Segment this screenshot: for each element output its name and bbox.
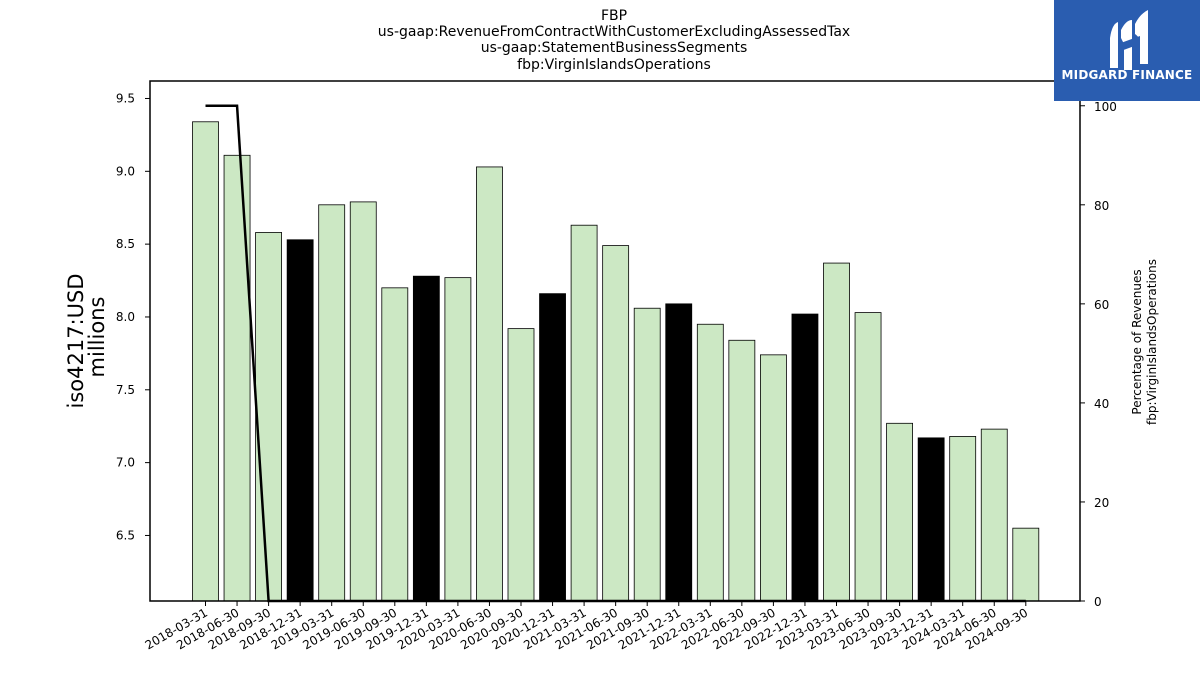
bar [823,262,850,602]
y-axis-label-right: fbp:VirginIslandsOperations [1145,259,1159,425]
logo-mark-icon [1110,10,1148,70]
bar [570,224,598,602]
chart-title: FBP us-gaap:RevenueFromContractWithCusto… [378,8,850,73]
bar [507,328,535,602]
bar [381,287,409,602]
x-axis: 2018-03-312018-06-302018-09-302018-12-31… [143,601,1030,652]
bar [665,303,693,602]
bar [476,166,503,602]
chart-title-line: fbp:VirginIslandsOperations [517,57,711,73]
chart-title-line: FBP [601,8,627,24]
bar [444,277,472,602]
bar [286,239,314,602]
bar [349,201,377,602]
y-tick-label: 9.5 [116,91,135,105]
bar [791,313,819,602]
y-tick-label: 7.5 [116,383,135,397]
bar [633,307,661,602]
y-tick-label: 8.5 [116,237,135,251]
y-axis-label-left: iso4217:USD [64,273,88,408]
bar [696,323,724,602]
y-right-tick-label: 0 [1094,595,1102,609]
y-right-tick-label: 40 [1094,397,1109,411]
brand-logo: MIDGARD FINANCE [1054,0,1200,101]
bar [412,275,440,602]
bar [980,428,1008,602]
y-right-tick-label: 100 [1094,100,1117,114]
bar [949,436,977,602]
bars-group [192,121,1040,602]
y-right-tick-label: 60 [1094,298,1109,312]
right-y-axis: 0 20 40 60 80 100 [1080,100,1117,609]
y-tick-label: 8.0 [116,310,135,324]
bar [539,293,566,602]
bar [854,312,882,602]
y-right-tick-label: 20 [1094,496,1109,510]
bar [255,232,283,602]
bar [917,437,945,602]
plot-frame [149,80,1081,602]
logo-name: MIDGARD FINANCE [1061,68,1193,82]
bar [728,339,756,602]
bar [760,354,787,602]
y-tick-label: 7.0 [116,456,135,470]
chart-title-line: us-gaap:StatementBusinessSegments [481,40,748,56]
y-tick-label: 6.5 [116,528,135,542]
bar [192,121,219,602]
left-y-axis: 6.5 7.0 7.5 8.0 8.5 9.0 9.5 [116,91,150,542]
y-axis-label-right: Percentage of Revenues [1130,269,1144,414]
y-axis-label-left: millions [85,297,109,378]
bar [318,204,346,602]
bar [223,154,251,602]
y-tick-label: 9.0 [116,164,135,178]
chart-title-line: us-gaap:RevenueFromContractWithCustomerE… [378,24,850,40]
y-right-tick-label: 80 [1094,199,1109,213]
bar [1012,527,1040,602]
bar [886,422,913,602]
bar [602,245,630,602]
